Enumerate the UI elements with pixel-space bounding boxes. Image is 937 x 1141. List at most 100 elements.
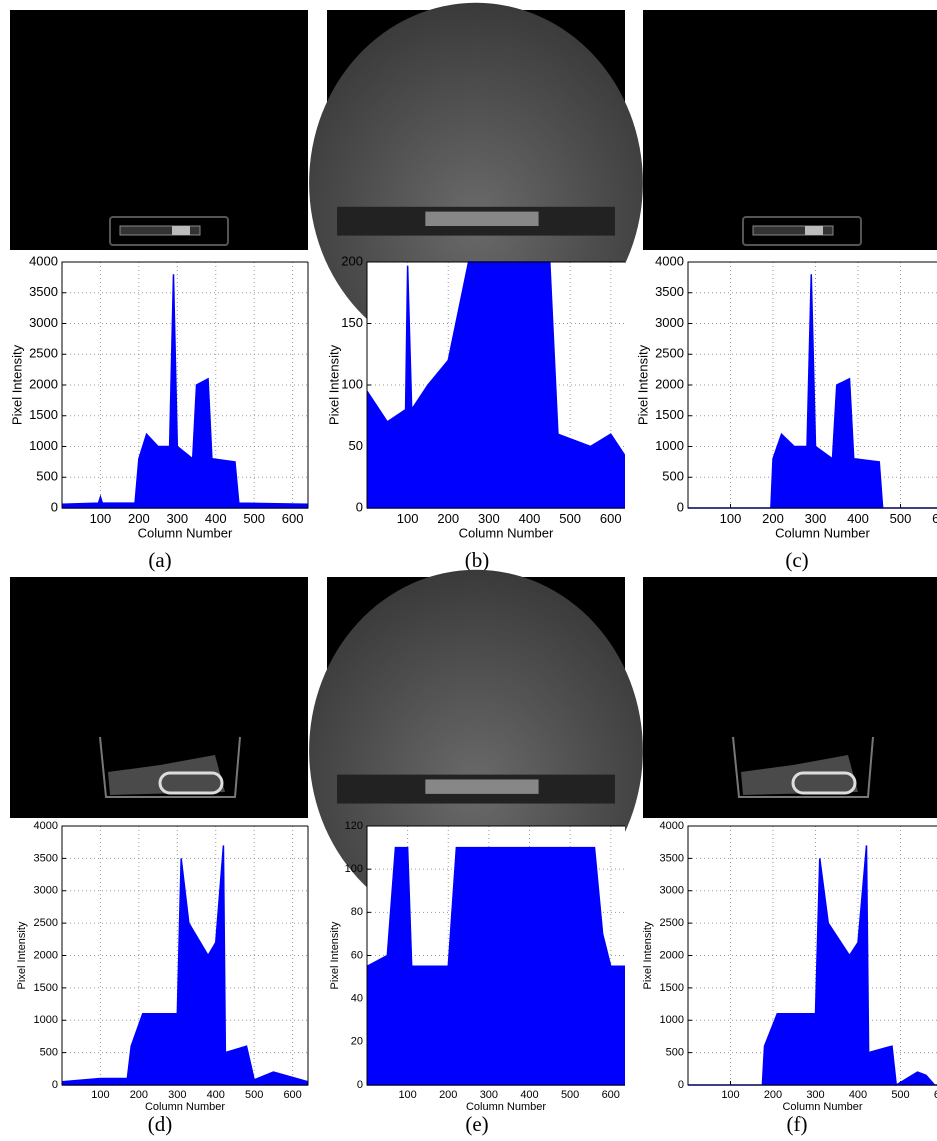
- x-tick-label: 200: [128, 511, 150, 526]
- y-tick-label: 3000: [660, 885, 684, 897]
- y-axis-label: Pixel Intensity: [642, 921, 654, 989]
- x-tick-label: 500: [890, 511, 912, 526]
- y-tick-label: 2500: [655, 346, 684, 361]
- y-tick-label: 2000: [29, 376, 58, 391]
- caption: (a): [148, 548, 171, 572]
- y-tick-label: 2500: [34, 917, 58, 929]
- y-tick-label: 0: [356, 499, 363, 514]
- data-cloud: [367, 846, 625, 1086]
- object-inner: [119, 225, 201, 236]
- object-inner: [752, 225, 834, 236]
- x-tick-label: 600: [283, 1089, 301, 1101]
- x-tick-label: 100: [720, 511, 742, 526]
- caption: (e): [465, 1112, 488, 1136]
- y-tick-label: 200: [341, 253, 363, 268]
- axes-box: [61, 261, 309, 509]
- x-tick-label: 400: [205, 511, 227, 526]
- x-tick-label: 100: [721, 1089, 739, 1101]
- x-tick-label: 200: [130, 1089, 148, 1101]
- y-tick-label: 3500: [34, 852, 58, 864]
- x-tick-label: 300: [805, 511, 827, 526]
- y-tick-label: 120: [345, 820, 363, 832]
- y-tick-label: 4000: [29, 253, 58, 268]
- y-tick-label: 3500: [29, 284, 58, 299]
- y-tick-label: 500: [36, 469, 58, 484]
- y-tick-label: 500: [666, 1047, 684, 1059]
- y-tick-label: 2000: [34, 949, 58, 961]
- y-tick-label: 3500: [660, 852, 684, 864]
- y-tick-label: 100: [341, 376, 363, 391]
- y-tick-label: 3500: [655, 284, 684, 299]
- y-tick-label: 0: [677, 499, 684, 514]
- x-axis-label: Column Number: [459, 525, 554, 540]
- y-tick-label: 1000: [29, 438, 58, 453]
- x-tick-label: 600: [600, 511, 622, 526]
- x-tick-label: 300: [806, 1089, 824, 1101]
- x-tick-label: 300: [478, 511, 500, 526]
- x-tick-label: 200: [764, 1089, 782, 1101]
- y-axis-label: Pixel Intensity: [329, 921, 341, 989]
- x-tick-label: 500: [243, 511, 265, 526]
- x-tick-label: 600: [282, 511, 304, 526]
- y-tick-label: 1500: [660, 982, 684, 994]
- x-tick-label: 200: [762, 511, 784, 526]
- y-tick-label: 2500: [660, 917, 684, 929]
- y-tick-label: 4000: [660, 820, 684, 832]
- y-tick-label: 2500: [29, 346, 58, 361]
- x-tick-label: 300: [166, 511, 188, 526]
- y-tick-label: 4000: [34, 820, 58, 832]
- object-bright: [805, 226, 823, 235]
- axes-box: [366, 825, 625, 1086]
- y-tick-label: 0: [678, 1079, 684, 1091]
- x-tick-label: 200: [437, 511, 459, 526]
- object-outline: [742, 216, 862, 246]
- x-tick-label: 600: [932, 511, 937, 526]
- data-cloud: [688, 274, 937, 509]
- object-bright: [158, 771, 224, 795]
- y-axis-label: Pixel Intensity: [326, 344, 341, 425]
- y-tick-label: 3000: [29, 315, 58, 330]
- axes-box: [687, 261, 937, 509]
- object-bright: [425, 211, 539, 226]
- ct-image: [643, 10, 937, 250]
- x-tick-label: 500: [561, 1089, 579, 1101]
- x-tick-label: 600: [602, 1089, 620, 1101]
- axes-box: [366, 261, 625, 509]
- data-cloud: [62, 274, 308, 509]
- x-tick-label: 100: [91, 1089, 109, 1101]
- y-tick-label: 2000: [660, 949, 684, 961]
- data-cloud: [688, 845, 937, 1087]
- x-axis-label: Column Number: [466, 1101, 546, 1113]
- x-tick-label: 100: [397, 511, 419, 526]
- y-tick-label: 500: [40, 1047, 58, 1059]
- axes-box: [61, 825, 309, 1086]
- x-tick-label: 400: [520, 1089, 538, 1101]
- x-tick-label: 400: [519, 511, 541, 526]
- y-tick-label: 1000: [34, 1014, 58, 1026]
- y-tick-label: 50: [349, 438, 363, 453]
- x-tick-label: 400: [849, 1089, 867, 1101]
- y-axis-label: Pixel Intensity: [9, 344, 24, 425]
- object-bright: [172, 226, 190, 235]
- x-tick-label: 600: [934, 1089, 937, 1101]
- y-tick-label: 1500: [29, 407, 58, 422]
- y-axis-label: Pixel Intensity: [16, 921, 28, 989]
- x-axis-label: Column Number: [775, 525, 870, 540]
- y-tick-label: 1000: [655, 438, 684, 453]
- caption: (b): [465, 548, 490, 572]
- caption: (d): [148, 1112, 173, 1136]
- y-tick-label: 0: [52, 1079, 58, 1091]
- x-tick-label: 400: [847, 511, 869, 526]
- y-axis-label: Pixel Intensity: [635, 344, 650, 425]
- y-tick-label: 2000: [655, 376, 684, 391]
- data-cloud: [62, 845, 308, 1086]
- x-tick-label: 300: [168, 1089, 186, 1101]
- x-tick-label: 100: [398, 1089, 416, 1101]
- y-tick-label: 20: [351, 1036, 363, 1048]
- object-bright: [425, 779, 539, 794]
- y-tick-label: 1000: [660, 1014, 684, 1026]
- x-axis-label: Column Number: [145, 1101, 225, 1113]
- object-outline: [109, 216, 229, 246]
- x-axis-label: Column Number: [782, 1101, 862, 1113]
